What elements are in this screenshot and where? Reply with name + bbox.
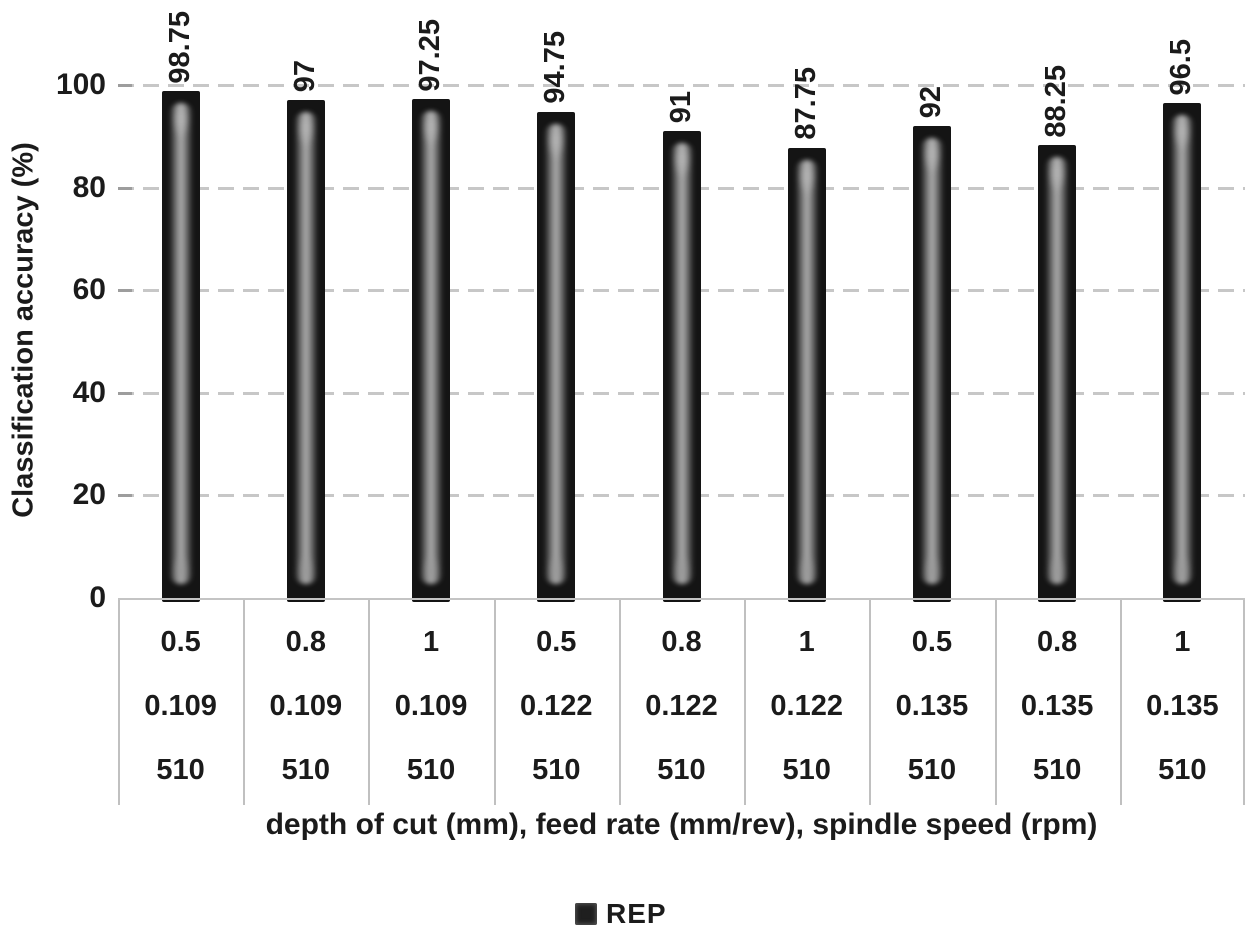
y-tick-label-0: 0 (89, 581, 106, 614)
bar-value-label-4: 94.75 (539, 31, 572, 104)
y-tick-label-80: 80 (72, 170, 106, 204)
category-cell-spindle-speed-3: 510 (406, 753, 456, 786)
category-column-3: 1 0.109 510 (368, 600, 493, 803)
bar-rep-8 (1038, 145, 1077, 602)
category-column-1: 0.5 0.109 510 (118, 600, 243, 803)
plot-area (118, 84, 1245, 602)
bar-value-label-9: 96.5 (1165, 38, 1198, 95)
category-cell-spindle-speed-7: 510 (907, 753, 957, 786)
category-table-separator (744, 600, 746, 805)
bar-rep-5 (662, 131, 701, 602)
category-cell-depth-of-cut-5: 0.8 (661, 625, 702, 658)
bar-rep-3 (412, 99, 451, 602)
category-cell-depth-of-cut-3: 1 (422, 625, 440, 658)
bar-rep-7 (912, 126, 951, 602)
category-cell-feed-rate-6: 0.122 (770, 689, 843, 722)
category-cell-feed-rate-1: 0.109 (144, 689, 217, 722)
bar-rep-4 (537, 111, 576, 602)
y-tick-label-20: 20 (72, 478, 106, 512)
category-cell-depth-of-cut-2: 0.8 (285, 625, 326, 658)
category-table-separator (995, 600, 997, 805)
bar-gloss-highlight (1169, 114, 1196, 584)
category-column-7: 0.5 0.135 510 (869, 600, 994, 803)
bar-gloss-highlight (167, 103, 194, 584)
bar-rep-6 (787, 147, 826, 602)
bar-gloss-highlight (918, 138, 945, 584)
bar-rep-9 (1163, 102, 1202, 602)
y-tick-label-60: 60 (72, 273, 106, 307)
category-cell-feed-rate-3: 0.109 (394, 689, 468, 722)
category-column-9: 1 0.135 510 (1120, 600, 1245, 803)
category-cell-feed-rate-7: 0.135 (895, 689, 969, 722)
bar-value-label-1: 98.75 (163, 10, 196, 84)
bar-gloss-highlight (668, 143, 695, 584)
category-table-separator (368, 600, 370, 805)
bar-value-label-8: 88.25 (1040, 64, 1073, 138)
category-cell-spindle-speed-8: 510 (1032, 753, 1082, 786)
category-table-separator (619, 600, 621, 805)
category-cell-spindle-speed-2: 510 (281, 753, 331, 786)
category-cell-feed-rate-9: 0.135 (1146, 689, 1219, 722)
bar-gloss-highlight (793, 159, 820, 584)
category-cell-depth-of-cut-9: 1 (1174, 625, 1191, 658)
category-cell-spindle-speed-1: 510 (156, 753, 205, 786)
category-table-separator (118, 600, 120, 805)
bar-value-label-5: 91 (664, 90, 697, 124)
category-cell-feed-rate-2: 0.109 (269, 689, 343, 722)
y-tick-label-40: 40 (72, 375, 106, 409)
legend: REP (575, 898, 667, 930)
category-cell-depth-of-cut-7: 0.5 (911, 625, 953, 658)
category-cell-depth-of-cut-1: 0.5 (160, 625, 201, 658)
legend-label-rep: REP (606, 898, 667, 929)
bar-gloss-highlight (292, 112, 319, 584)
category-cell-feed-rate-4: 0.122 (519, 689, 593, 722)
bar-value-label-6: 87.75 (789, 67, 822, 140)
bar-rep-1 (161, 91, 200, 602)
category-cell-depth-of-cut-8: 0.8 (1036, 625, 1078, 658)
category-column-8: 0.8 0.135 510 (995, 600, 1120, 803)
bar-value-label-7: 92 (914, 85, 947, 119)
category-table: 0.5 0.109 510 0.8 0.109 510 1 0.109 510 0.5 0.122 5… (118, 598, 1245, 805)
x-axis-title: depth of cut (mm), feed rate (mm/rev), s… (265, 808, 1098, 841)
category-table-separator (869, 600, 871, 805)
bar-gloss-highlight (418, 111, 445, 584)
category-table-separator (243, 600, 245, 805)
bar-gloss-highlight (1044, 157, 1071, 584)
bar-gloss-highlight (543, 123, 570, 584)
category-cell-depth-of-cut-4: 0.5 (536, 625, 577, 658)
category-column-4: 0.5 0.122 510 (494, 600, 619, 803)
bar-value-label-2: 97 (288, 60, 321, 93)
category-cell-depth-of-cut-6: 1 (798, 625, 815, 658)
category-column-5: 0.8 0.122 510 (619, 600, 744, 803)
gridline-100 (118, 84, 1245, 87)
category-column-6: 1 0.122 510 (744, 600, 869, 803)
category-cell-spindle-speed-5: 510 (657, 753, 706, 786)
category-cell-feed-rate-5: 0.122 (645, 689, 718, 722)
category-table-separator (1120, 600, 1122, 805)
category-cell-spindle-speed-9: 510 (1158, 753, 1207, 786)
category-table-separator (1243, 600, 1245, 805)
legend-swatch-rep (575, 903, 597, 925)
bar-rep-2 (286, 100, 325, 602)
category-cell-spindle-speed-6: 510 (782, 753, 831, 786)
category-cell-feed-rate-8: 0.135 (1020, 689, 1094, 722)
category-cell-spindle-speed-4: 510 (532, 753, 581, 786)
category-column-2: 0.8 0.109 510 (243, 600, 368, 803)
y-tick-label-100: 100 (55, 68, 106, 101)
bar-value-label-3: 97.25 (414, 18, 447, 92)
category-table-separator (494, 600, 496, 805)
